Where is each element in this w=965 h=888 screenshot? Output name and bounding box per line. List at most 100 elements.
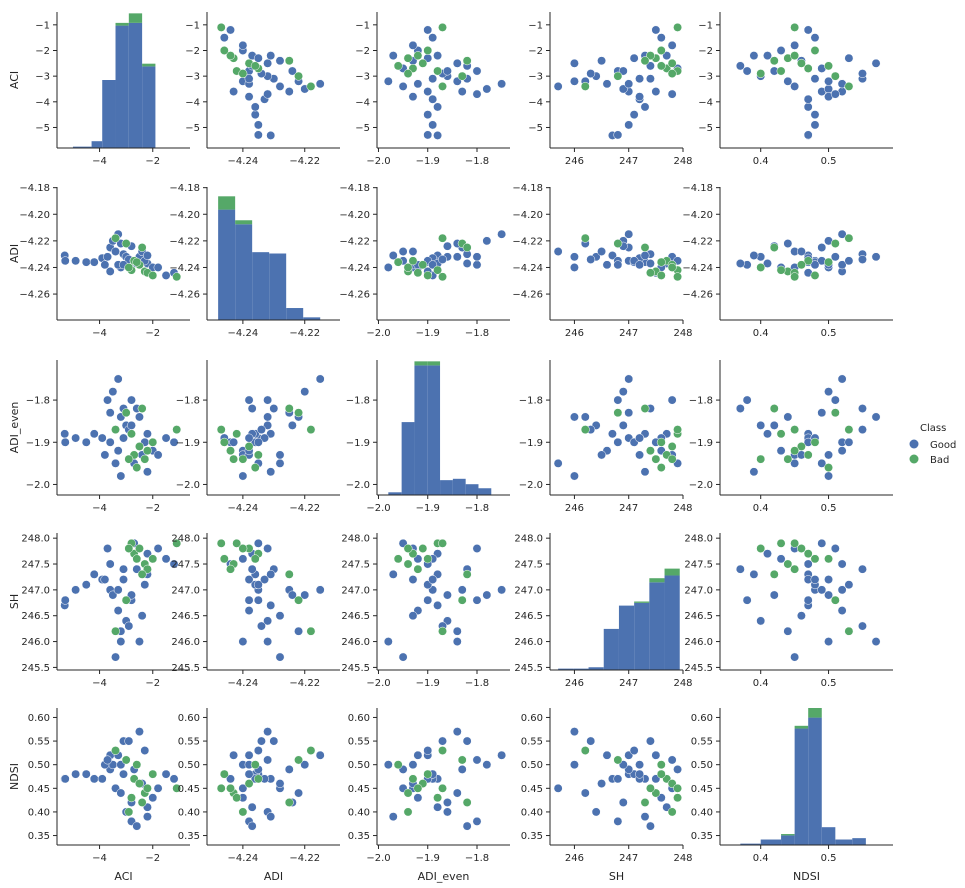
point-good <box>275 81 285 91</box>
panel-ADI-vs-SH: −4.18 −4.20 −4.22 −4.24 −4.26 246 247 248 <box>512 183 692 339</box>
point-good <box>284 87 294 96</box>
x-tick-label: 248 <box>673 503 692 514</box>
point-good <box>60 595 70 605</box>
hist-bar-bad <box>781 834 795 836</box>
point-good <box>640 812 650 822</box>
point-good <box>803 25 813 35</box>
point-bad <box>124 454 134 464</box>
point-good <box>105 408 115 418</box>
point-bad <box>137 404 147 413</box>
point-good <box>408 575 418 584</box>
panel-ADI-vs-ADI: −4.18 −4.20 −4.22 −4.24 −4.26 −4.24 −4.22 <box>169 183 340 339</box>
y-tick-label: −1.9 <box>346 438 370 449</box>
x-tick-label: −4.24 <box>228 156 259 167</box>
point-good <box>124 621 134 631</box>
point-good <box>300 590 310 600</box>
point-bad <box>824 554 833 564</box>
point-good <box>442 66 452 76</box>
point-good <box>635 760 645 770</box>
point-good <box>742 66 752 76</box>
y-tick-label: −4 <box>528 97 543 108</box>
point-good <box>597 247 607 256</box>
point-bad <box>306 746 316 755</box>
point-bad <box>433 265 443 275</box>
panel-SH-vs-ADI: 245.5 246.0 246.5 247.0 247.5 248.0 −4.24 −4.22 <box>171 533 340 689</box>
y-tick-label: 0.60 <box>178 713 200 724</box>
point-good <box>388 812 398 822</box>
x-tick-label: −2.0 <box>366 853 390 864</box>
y-tick-label: −2 <box>185 46 200 57</box>
point-good <box>229 750 239 760</box>
point-good <box>244 74 254 84</box>
y-tick-label: −1 <box>698 20 713 31</box>
x-tick-label: −4 <box>92 853 107 864</box>
point-bad <box>306 626 316 636</box>
point-bad <box>111 233 120 243</box>
point-good <box>783 239 793 248</box>
point-bad <box>111 746 120 755</box>
legend: Class Good Bad <box>909 423 956 466</box>
point-good <box>837 260 847 270</box>
point-bad <box>148 437 158 447</box>
point-good <box>153 783 163 793</box>
point-good <box>830 89 840 99</box>
point-good <box>763 429 772 439</box>
x-tick-label: −2 <box>145 853 160 864</box>
point-good <box>256 736 266 746</box>
point-good <box>135 412 144 422</box>
point-good <box>607 429 617 439</box>
point-good <box>472 260 482 270</box>
x-tick-label: −1.8 <box>465 678 489 689</box>
point-good <box>438 255 447 264</box>
point-good <box>142 251 152 260</box>
point-good <box>824 590 833 600</box>
point-good <box>111 458 120 468</box>
y-tick-label: 0.55 <box>28 737 50 748</box>
point-bad <box>673 793 683 803</box>
point-bad <box>142 446 152 456</box>
x-tick-label: −4.22 <box>289 156 320 167</box>
point-good <box>871 252 881 262</box>
x-tick-label: −4.22 <box>289 503 320 514</box>
point-good <box>438 736 447 746</box>
point-good <box>71 256 81 266</box>
point-bad <box>111 626 120 636</box>
point-good <box>613 774 623 784</box>
point-good <box>871 412 881 422</box>
x-tick-label: −1.9 <box>416 328 440 339</box>
point-good <box>256 621 266 631</box>
y-tick-label: −3 <box>35 72 50 83</box>
point-good <box>858 621 867 631</box>
point-bad <box>438 81 447 91</box>
point-good <box>263 544 273 553</box>
y-tick-label: 245.5 <box>171 663 200 674</box>
point-good <box>408 611 418 621</box>
point-bad <box>433 66 443 76</box>
point-good <box>169 559 179 569</box>
point-bad <box>294 408 304 418</box>
point-bad <box>613 755 623 765</box>
point-good <box>423 130 433 140</box>
x-tick-label: 0.5 <box>821 503 837 514</box>
point-good <box>586 255 596 264</box>
x-tick-label: 0.5 <box>821 853 837 864</box>
hist-bar-good <box>452 478 466 495</box>
panel-NDSI-vs-SH: 0.35 0.40 0.45 0.50 0.55 0.60 246 247 248 SH <box>521 708 693 883</box>
y-tick-label: −4.24 <box>512 263 543 274</box>
point-bad <box>673 22 683 32</box>
point-good <box>452 727 462 737</box>
point-good <box>244 769 254 779</box>
point-good <box>824 387 833 397</box>
point-good <box>769 420 779 430</box>
point-bad <box>656 61 666 71</box>
point-good <box>108 387 118 397</box>
hist-bar-bad <box>649 578 665 583</box>
point-bad <box>403 788 413 798</box>
point-good <box>226 774 235 784</box>
point-bad <box>306 81 316 91</box>
point-bad <box>673 272 683 282</box>
point-good <box>275 450 285 460</box>
point-good <box>783 626 793 636</box>
x-tick-label: −2.0 <box>366 678 390 689</box>
point-bad <box>250 463 260 473</box>
